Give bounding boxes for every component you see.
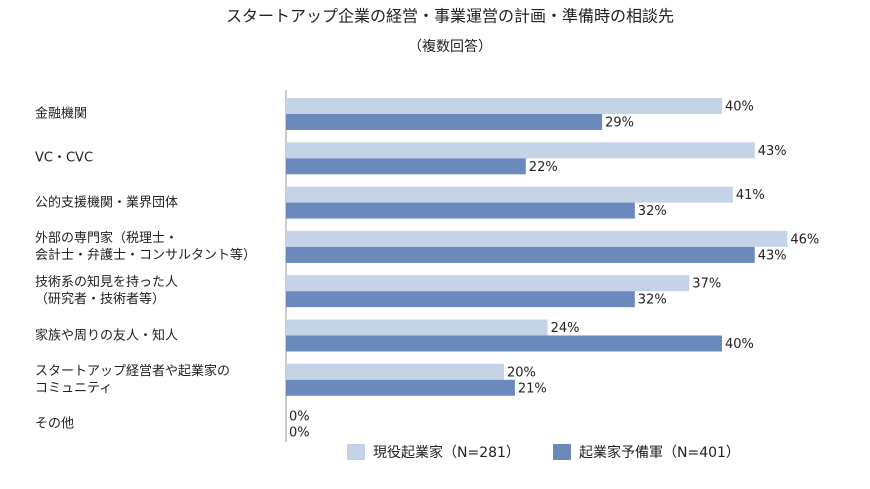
category-label: 金融機関 [35, 106, 88, 122]
bar [286, 186, 733, 203]
bar [286, 379, 515, 396]
category-label: 外部の専門家（税理士・ 会計士・弁護士・コンサルタント等） [35, 230, 257, 263]
value-label: 21% [518, 381, 547, 396]
bar [286, 246, 755, 263]
category-label: その他 [35, 416, 75, 432]
value-label: 40% [725, 100, 754, 115]
value-label: 22% [529, 160, 558, 175]
value-label: 0% [289, 410, 310, 425]
value-label: 43% [758, 248, 787, 263]
value-label: 43% [758, 144, 787, 159]
value-label: 32% [638, 293, 667, 308]
value-label: 32% [638, 204, 667, 219]
value-label: 0% [289, 426, 310, 441]
bar [286, 230, 788, 247]
value-label: 46% [790, 232, 819, 247]
bar [286, 291, 635, 308]
bar [286, 363, 504, 380]
value-label: 20% [507, 365, 536, 380]
value-label: 29% [605, 116, 634, 131]
legend-label: 現役起業家（N=281） [373, 444, 520, 461]
legend-label: 起業家予備軍（N=401） [579, 444, 740, 461]
value-label: 40% [725, 337, 754, 352]
category-label: 公的支援機関・業界団体 [35, 195, 179, 211]
bar [286, 319, 548, 336]
chart-subtitle: （複数回答） [408, 38, 492, 55]
category-label: 家族や周りの友人・知人 [35, 328, 179, 343]
value-label: 37% [692, 277, 721, 292]
bar [286, 275, 690, 292]
legend-swatch [347, 444, 365, 460]
category-label: 技術系の知見を持った人 （研究者・技術者等） [35, 275, 179, 308]
bar [286, 158, 526, 175]
bar [286, 142, 755, 159]
bar [286, 202, 635, 219]
category-label: VC・CVC [35, 150, 94, 166]
legend-swatch [553, 444, 571, 460]
bar [286, 114, 603, 130]
category-label: スタートアップ経営者や起業家の コミュニティ [35, 363, 231, 396]
value-label: 24% [551, 321, 580, 336]
bar [286, 335, 722, 352]
bar [286, 98, 722, 114]
chart-title: スタートアップ企業の経営・事業運営の計画・準備時の相談先 [226, 7, 674, 26]
value-label: 41% [736, 188, 765, 203]
